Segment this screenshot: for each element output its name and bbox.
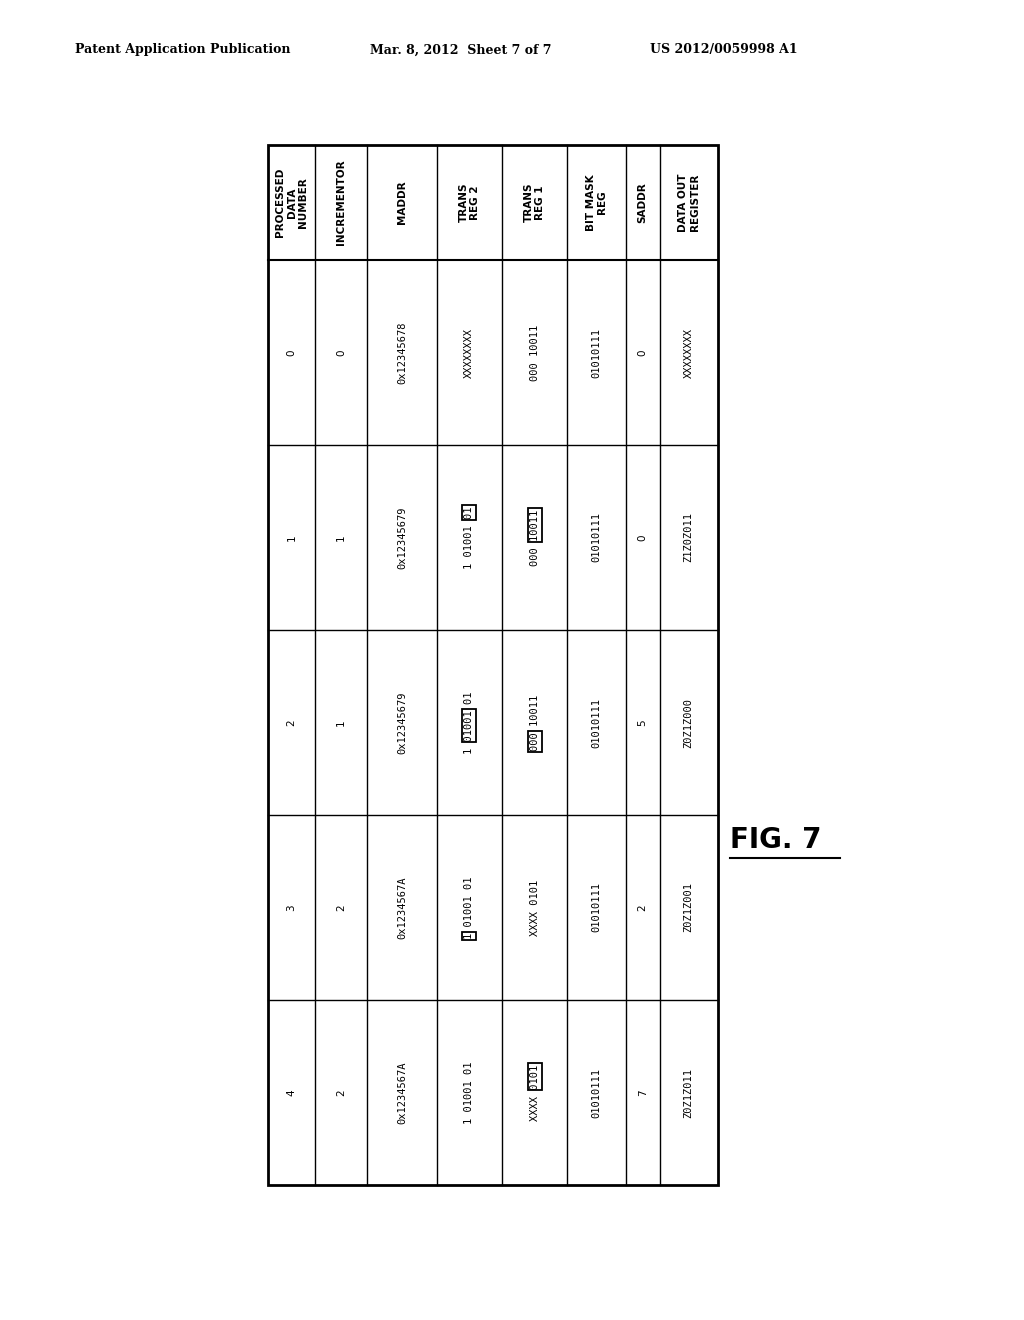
Text: XXXX 0101: XXXX 0101	[529, 1064, 540, 1121]
Text: 1 01001 01: 1 01001 01	[464, 507, 474, 569]
Text: 1: 1	[336, 535, 346, 541]
Text: 2: 2	[336, 1089, 346, 1096]
Text: 0x1234567A: 0x1234567A	[397, 876, 407, 939]
Text: Patent Application Publication: Patent Application Publication	[75, 44, 291, 57]
Text: 0: 0	[336, 350, 346, 356]
Text: XXXXXXXX: XXXXXXXX	[684, 327, 693, 378]
Text: 1 01001 01: 1 01001 01	[464, 692, 474, 754]
Bar	[527, 1064, 542, 1090]
Text: 1: 1	[336, 719, 346, 726]
Text: 000 10011: 000 10011	[529, 510, 540, 566]
Text: 1: 1	[287, 535, 297, 541]
Text: 3: 3	[287, 904, 297, 911]
Text: 01010111: 01010111	[592, 697, 601, 747]
Text: XXXXXXXX: XXXXXXXX	[464, 327, 474, 378]
Text: 01010111: 01010111	[592, 512, 601, 562]
Text: 2: 2	[336, 904, 346, 911]
Text: US 2012/0059998 A1: US 2012/0059998 A1	[650, 44, 798, 57]
Text: Z0Z1Z001: Z0Z1Z001	[684, 883, 693, 932]
Bar	[463, 709, 476, 742]
Text: 01010111: 01010111	[592, 883, 601, 932]
Text: Z1Z0Z011: Z1Z0Z011	[684, 512, 693, 562]
Text: 0x12345679: 0x12345679	[397, 507, 407, 569]
Text: SADDR: SADDR	[638, 182, 647, 223]
Text: 1 01001 01: 1 01001 01	[464, 1061, 474, 1123]
Text: 0: 0	[638, 535, 647, 541]
Text: Mar. 8, 2012  Sheet 7 of 7: Mar. 8, 2012 Sheet 7 of 7	[370, 44, 552, 57]
Text: 0: 0	[638, 350, 647, 356]
Text: 1 01001 01: 1 01001 01	[464, 876, 474, 939]
Text: BIT MASK
REG: BIT MASK REG	[586, 174, 607, 231]
Text: MADDR: MADDR	[397, 181, 407, 224]
Bar	[463, 506, 476, 520]
Text: DATA OUT
REGISTER: DATA OUT REGISTER	[678, 173, 699, 232]
Text: 0x12345678: 0x12345678	[397, 321, 407, 384]
Text: PROCESSED
DATA
NUMBER: PROCESSED DATA NUMBER	[275, 168, 308, 238]
Text: TRANS
REG 1: TRANS REG 1	[524, 182, 546, 222]
Text: 2: 2	[638, 904, 647, 911]
Text: 01010111: 01010111	[592, 327, 601, 378]
Text: Z0Z1Z000: Z0Z1Z000	[684, 697, 693, 747]
Text: 0x1234567A: 0x1234567A	[397, 1061, 407, 1123]
Text: 7: 7	[638, 1089, 647, 1096]
Bar	[527, 731, 542, 751]
Text: INCREMENTOR: INCREMENTOR	[336, 160, 346, 246]
Bar	[268, 145, 718, 1185]
Text: 000 10011: 000 10011	[529, 325, 540, 380]
Bar	[463, 932, 476, 940]
Text: FIG. 7: FIG. 7	[730, 826, 821, 854]
Text: 0: 0	[287, 350, 297, 356]
Text: 4: 4	[287, 1089, 297, 1096]
Text: 000 10011: 000 10011	[529, 694, 540, 751]
Text: 5: 5	[638, 719, 647, 726]
Text: XXXX 0101: XXXX 0101	[529, 879, 540, 936]
Text: TRANS
REG 2: TRANS REG 2	[459, 182, 480, 222]
Text: 01010111: 01010111	[592, 1068, 601, 1118]
Text: Z0Z1Z011: Z0Z1Z011	[684, 1068, 693, 1118]
Bar	[527, 508, 542, 541]
Text: 0x12345679: 0x12345679	[397, 692, 407, 754]
Text: 2: 2	[287, 719, 297, 726]
